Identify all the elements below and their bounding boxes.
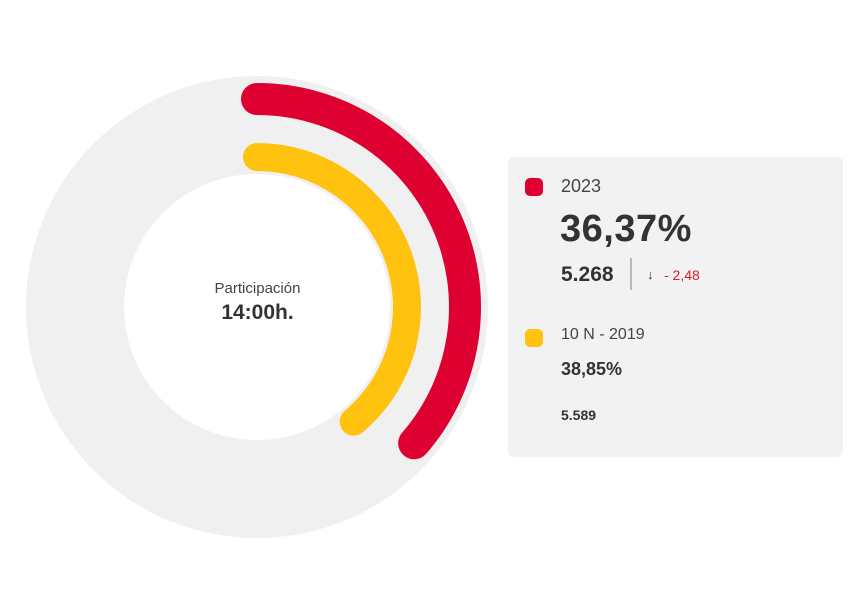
legend-swatch-2019 (525, 329, 543, 347)
legend-year-2023: 2023 (561, 176, 602, 196)
donut-center-label: Participación 14:00h. (170, 280, 345, 325)
arc-2019[interactable] (243, 143, 421, 436)
legend-swatch-2023 (525, 178, 543, 196)
legend-card: 2023 36,37% 5.268 ↓ - 2,48 10 N - 2019 3… (508, 157, 843, 457)
arc-2023[interactable] (241, 83, 481, 460)
participation-donut-chart (26, 76, 488, 538)
legend-divider (630, 258, 632, 290)
participation-label: Participación (214, 280, 301, 297)
arrow-down-icon: ↓ (647, 267, 654, 282)
donut-track (26, 76, 488, 538)
legend-percent-2019: 38,85% (561, 359, 623, 379)
legend-value-2023: 5.268 (561, 263, 614, 286)
legend-value-2019: 5.589 (561, 407, 597, 423)
legend-delta-2023: - 2,48 (664, 267, 700, 283)
participation-time: 14:00h. (221, 301, 294, 324)
legend-percent-2023: 36,37% (560, 208, 692, 250)
legend-year-2019: 10 N - 2019 (561, 326, 645, 343)
